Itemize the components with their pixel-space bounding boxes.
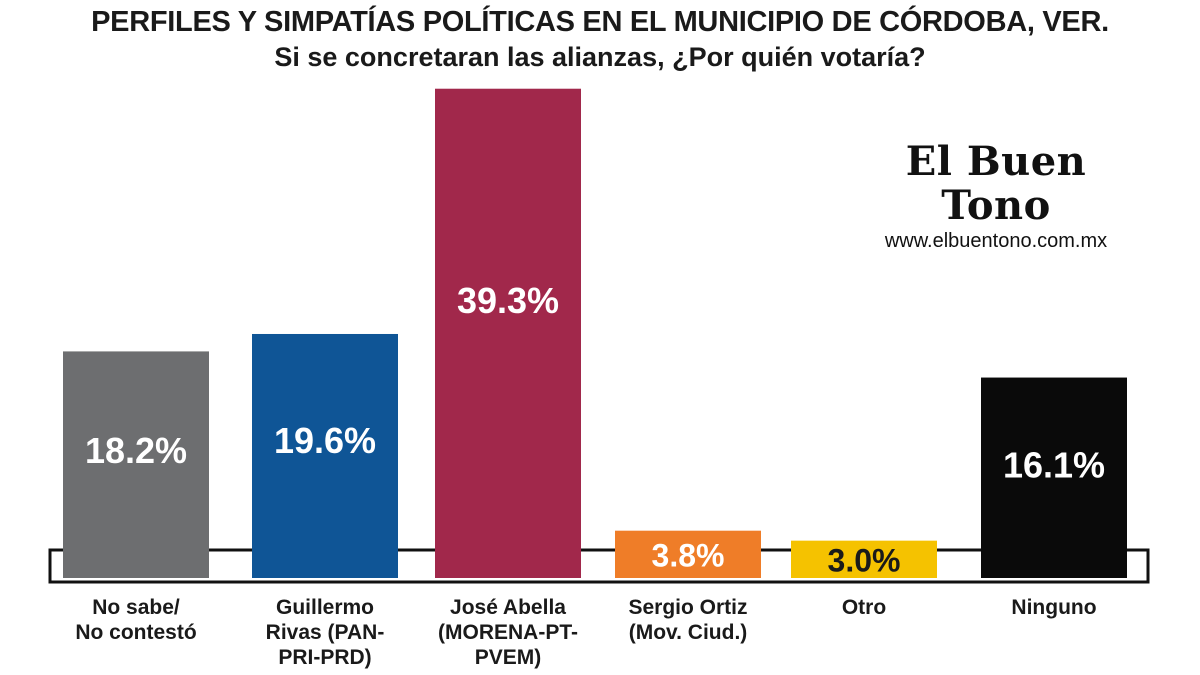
category-label-line: Otro [841,596,887,619]
category-label-line: Ninguno [1011,596,1097,619]
category-label-3: Sergio Ortiz (Mov. Ciud.) [598,595,778,675]
category-label-line: José Abella [450,596,566,619]
value-label-5: 16.1% [1003,445,1105,486]
category-label-line: Rivas (PAN- [265,621,385,644]
category-label-line: No sabe/ [92,596,180,619]
category-label-line: PVEM) [474,646,542,669]
category-label-line: PRI-PRD) [278,646,372,669]
baseline-frame [48,548,1150,584]
category-label-line: Guillermo [275,596,375,619]
bar-4 [791,540,937,578]
brand-url: www.elbuentono.com.mx [884,230,1108,252]
bar-0 [63,351,209,578]
value-label-4: 3.0% [828,542,901,578]
category-label-5: Ninguno [964,595,1144,675]
value-label-2: 39.3% [457,280,559,321]
category-label-line: (MORENA-PT- [438,621,578,644]
bar-1 [252,333,398,578]
bar-5 [981,377,1127,578]
category-label-4: Otro [774,595,954,675]
category-label-0: No sabe/No contestó [46,595,226,675]
category-label-line: (Mov. Ciud.) [628,621,748,644]
category-label-1: Guillermo Rivas (PAN- PRI-PRD) [235,595,415,675]
chart-title: PERFILES Y SIMPATÍAS POLÍTICAS EN EL MUN… [91,6,1109,38]
bar-2 [435,88,581,578]
category-label-line: Sergio Ortiz [628,596,748,619]
bar-3 [615,530,761,578]
value-label-3: 3.8% [652,537,725,573]
value-label-1: 19.6% [274,420,376,461]
category-label-2: José Abella (MORENA-PT- PVEM) [418,595,598,675]
category-label-line: No contestó [75,621,197,644]
brand-block: El Buen Tono www.elbuentono.com.mx [856,140,1136,253]
chart-subtitle: Si se concretaran las alianzas, ¿Por qui… [274,42,926,72]
value-label-0: 18.2% [85,430,187,471]
brand-logo: El Buen Tono [905,138,1087,229]
